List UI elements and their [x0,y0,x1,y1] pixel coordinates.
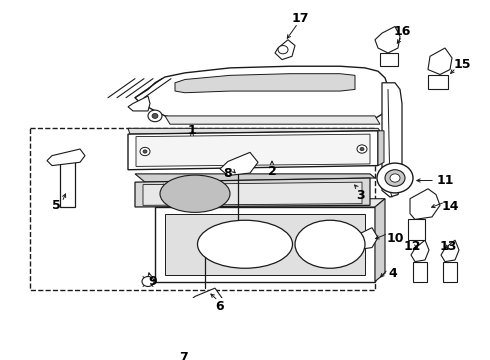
Text: 1: 1 [188,124,196,137]
Text: 14: 14 [441,201,459,213]
Polygon shape [348,228,378,250]
Polygon shape [382,83,402,197]
Circle shape [357,145,367,153]
Text: 6: 6 [216,300,224,313]
Polygon shape [428,48,452,75]
Polygon shape [165,213,365,275]
Polygon shape [187,288,222,310]
Polygon shape [128,96,150,111]
Circle shape [140,147,150,156]
Polygon shape [135,66,388,122]
Circle shape [152,113,158,118]
Polygon shape [411,240,429,262]
Text: 15: 15 [453,58,471,71]
Polygon shape [380,53,398,66]
Polygon shape [408,219,425,240]
Text: 7: 7 [179,351,187,360]
Polygon shape [275,40,295,60]
Polygon shape [410,189,440,219]
Polygon shape [155,199,385,207]
Circle shape [390,174,400,182]
Text: 16: 16 [393,25,411,38]
Ellipse shape [160,175,230,212]
Bar [30,128,375,290]
Ellipse shape [295,220,365,268]
Circle shape [377,163,413,193]
Text: 8: 8 [224,167,232,180]
Text: 9: 9 [148,275,157,288]
Circle shape [360,147,364,151]
Text: 17: 17 [291,12,309,25]
Circle shape [148,110,162,122]
Circle shape [142,276,154,287]
Text: 13: 13 [440,240,457,253]
Polygon shape [136,134,370,166]
Polygon shape [441,240,459,262]
Polygon shape [378,131,384,166]
Text: 12: 12 [403,240,421,253]
Polygon shape [143,182,362,205]
Text: 5: 5 [51,199,60,212]
Text: 4: 4 [389,267,397,280]
Polygon shape [128,128,380,134]
Polygon shape [175,74,355,93]
Text: 2: 2 [268,165,276,178]
Polygon shape [135,178,370,207]
Polygon shape [47,149,85,166]
Text: 11: 11 [436,174,454,187]
Polygon shape [443,262,457,282]
Polygon shape [165,116,380,124]
Polygon shape [60,161,75,207]
Circle shape [143,150,147,153]
Polygon shape [185,339,218,360]
Text: 10: 10 [386,232,404,245]
Polygon shape [128,131,378,170]
Text: 3: 3 [356,189,364,202]
Polygon shape [413,262,427,282]
Circle shape [278,45,288,54]
Polygon shape [220,152,258,176]
Circle shape [385,170,405,186]
Polygon shape [375,27,400,53]
Polygon shape [135,174,375,182]
Ellipse shape [197,220,293,268]
Polygon shape [155,207,375,282]
Polygon shape [375,199,385,282]
Polygon shape [428,75,448,89]
